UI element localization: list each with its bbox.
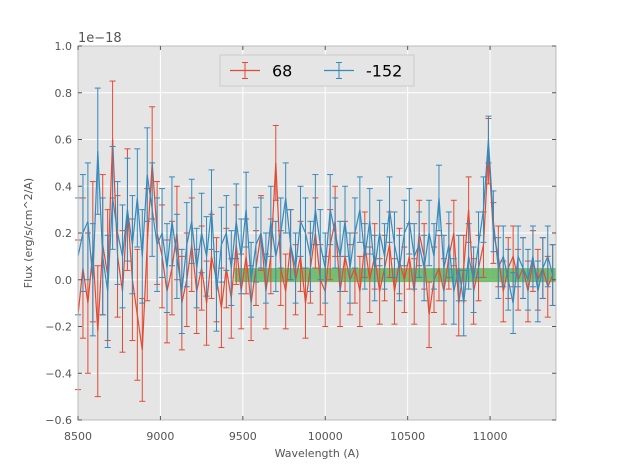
y-tick-label: 0.4 (55, 180, 73, 193)
legend-label: -152 (366, 62, 402, 81)
axis-ticks: 8500 9000 9500 10000 10500 11000 −0.6 −0.4 −0.2 0… (45, 40, 556, 443)
series-layer (75, 80, 556, 402)
x-tick-label: 11000 (473, 430, 508, 443)
y-tick-label: −0.6 (45, 414, 72, 427)
series-1 (75, 87, 556, 349)
y-tick-label: 0.6 (55, 134, 73, 147)
y-axis-label: Flux (erg/s/cm^2/A) (22, 178, 35, 288)
y-tick-label: −0.4 (45, 367, 72, 380)
legend: 68 -152 (219, 54, 415, 87)
y-tick-label: −0.2 (45, 321, 72, 334)
y-offset-label: 1e−18 (78, 31, 122, 46)
y-tick-label: 0.2 (55, 227, 73, 240)
shaded-band (234, 268, 556, 283)
x-tick-label: 9000 (146, 430, 174, 443)
y-tick-label: 0.0 (55, 274, 73, 287)
series-line (77, 139, 554, 304)
band-layer (234, 268, 556, 283)
x-axis-label: Wavelength (A) (275, 447, 360, 460)
x-tick-label: 10500 (390, 430, 425, 443)
x-tick-label: 10000 (308, 430, 343, 443)
y-tick-label: 0.8 (55, 87, 73, 100)
legend-label: 68 (272, 62, 292, 81)
x-tick-label: 8500 (64, 430, 92, 443)
y-tick-label: 1.0 (55, 40, 73, 53)
x-tick-label: 9500 (229, 430, 257, 443)
